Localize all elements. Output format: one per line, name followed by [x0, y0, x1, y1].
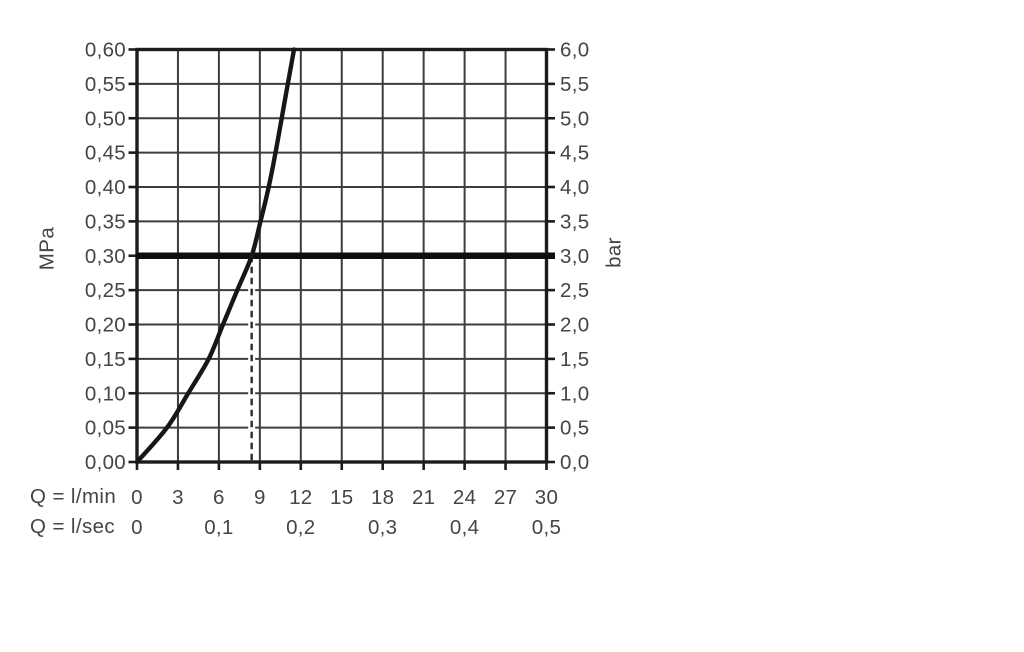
y-right-tick-label: 2,0: [560, 314, 589, 337]
y-right-tick-label: 0,5: [560, 417, 589, 440]
x-lmin-tick-label: 6: [213, 486, 225, 509]
y-right-tick-label: 3,5: [560, 210, 589, 233]
y-left-tick-label: 0,15: [85, 348, 126, 371]
y-right-tick-label: 0,0: [560, 451, 589, 474]
x-lmin-tick-label: 9: [254, 486, 266, 509]
y-axis-left-unit-label: MPa: [35, 226, 59, 271]
y-left-tick-label: 0,00: [85, 451, 126, 474]
y-left-tick-label: 0,50: [85, 107, 126, 130]
y-left-tick-label: 0,60: [85, 39, 126, 62]
y-right-tick-label: 3,0: [560, 245, 589, 268]
y-left-tick-label: 0,10: [85, 382, 126, 405]
y-axis-right-unit-label: bar: [602, 237, 626, 268]
y-right-tick-label: 5,0: [560, 107, 589, 130]
x-lsec-tick-label: 0,5: [532, 516, 561, 539]
x-lmin-tick-label: 30: [535, 486, 558, 509]
x-lmin-tick-label: 3: [172, 486, 184, 509]
x-axis-lsec-label: Q = l/sec: [30, 515, 116, 538]
y-right-tick-label: 1,5: [560, 348, 589, 371]
y-right-tick-label: 4,5: [560, 142, 589, 165]
y-left-tick-label: 0,40: [85, 176, 126, 199]
flow-curve: [134, 47, 297, 465]
x-lmin-tick-label: 12: [289, 486, 312, 509]
y-left-tick-label: 0,30: [85, 245, 126, 268]
y-left-tick-label: 0,05: [85, 417, 126, 440]
y-left-tick-label: 0,25: [85, 279, 126, 302]
y-left-tick-label: 0,35: [85, 210, 126, 233]
x-lsec-tick-label: 0,2: [286, 516, 315, 539]
x-lmin-tick-label: 21: [412, 486, 435, 509]
x-lmin-tick-label: 15: [330, 486, 353, 509]
y-right-tick-label: 2,5: [560, 279, 589, 302]
y-right-tick-label: 5,5: [560, 73, 589, 96]
x-lmin-tick-label: 18: [371, 486, 394, 509]
x-lmin-tick-label: 27: [494, 486, 517, 509]
y-right-tick-label: 4,0: [560, 176, 589, 199]
x-lsec-tick-label: 0,1: [204, 516, 233, 539]
x-lmin-tick-label: 24: [453, 486, 476, 509]
x-axis-lmin-label: Q = l/min: [30, 485, 117, 508]
x-lsec-tick-label: 0: [131, 516, 143, 539]
y-left-tick-label: 0,55: [85, 73, 126, 96]
x-lsec-tick-label: 0,3: [368, 516, 397, 539]
y-right-tick-label: 1,0: [560, 382, 589, 405]
x-lmin-tick-label: 0: [131, 486, 143, 509]
y-left-tick-label: 0,20: [85, 314, 126, 337]
y-left-tick-label: 0,45: [85, 142, 126, 165]
x-lsec-tick-label: 0,4: [450, 516, 479, 539]
y-right-tick-label: 6,0: [560, 39, 589, 62]
